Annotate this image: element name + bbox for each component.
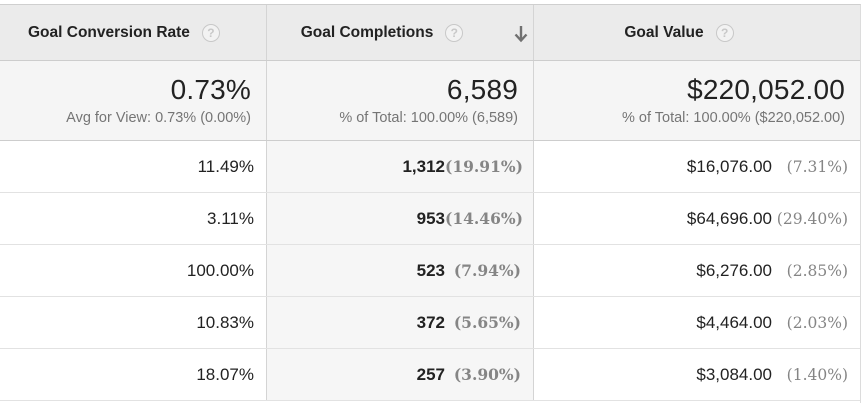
completions-value: 257 (416, 364, 445, 384)
summary-cell-rate: 0.73% Avg for View: 0.73% (0.00%) (0, 61, 267, 140)
summary-row: 0.73% Avg for View: 0.73% (0.00%) 6,589 … (0, 61, 860, 141)
cell-completions: 523 (7.94%) (267, 245, 534, 296)
value-amount: $4,464.00 (696, 312, 772, 332)
header-goal-conversion-rate[interactable]: Goal Conversion Rate ? (0, 5, 267, 60)
completions-value: 523 (416, 260, 445, 280)
value-percent: (7.31%) (786, 157, 848, 176)
completions-value: 372 (416, 312, 445, 332)
cell-completions: 1,312 (19.91%) (267, 141, 534, 192)
cell-rate: 3.11% (0, 193, 267, 244)
completions-value: 1,312 (402, 156, 445, 176)
completions-percent: (3.90%) (453, 365, 521, 384)
value-percent: (1.40%) (786, 365, 848, 384)
cell-completions: 257 (3.90%) (267, 349, 534, 400)
cell-value: $4,464.00 (2.03%) (534, 297, 860, 348)
value-percent: (29.40%) (776, 209, 848, 228)
cell-value: $3,084.00 (1.40%) (534, 349, 860, 400)
summary-value: 6,589 (446, 74, 518, 106)
value-amount: $3,084.00 (696, 364, 772, 384)
completions-percent: (7.94%) (453, 261, 521, 280)
cell-rate: 18.07% (0, 349, 267, 400)
value-amount: $6,276.00 (696, 260, 772, 280)
summary-subtext: % of Total: 100.00% ($220,052.00) (621, 109, 845, 126)
cell-value: $16,076.00 (7.31%) (534, 141, 860, 192)
value-amount: $64,696.00 (686, 208, 772, 228)
help-icon[interactable]: ? (201, 23, 220, 42)
header-label: Goal Value (624, 23, 704, 41)
completions-percent: (19.91%) (445, 157, 523, 176)
completions-value: 953 (416, 208, 445, 228)
header-goal-completions[interactable]: Goal Completions ? (267, 5, 534, 60)
table-row: 18.07% 257 (3.90%) $3,084.00 (1.40%) (0, 349, 860, 401)
header-label: Goal Completions (300, 23, 434, 41)
cell-completions: 953 (14.46%) (267, 193, 534, 244)
table-header-row: Goal Conversion Rate ? Goal Completions … (0, 5, 860, 61)
cell-rate: 11.49% (0, 141, 267, 192)
cell-value: $6,276.00 (2.85%) (534, 245, 860, 296)
value-percent: (2.85%) (786, 261, 848, 280)
cell-completions: 372 (5.65%) (267, 297, 534, 348)
table-row: 10.83% 372 (5.65%) $4,464.00 (2.03%) (0, 297, 860, 349)
summary-cell-value: $220,052.00 % of Total: 100.00% ($220,05… (534, 61, 860, 140)
summary-value: $220,052.00 (687, 74, 845, 106)
summary-cell-completions: 6,589 % of Total: 100.00% (6,589) (267, 61, 534, 140)
arrow-down-icon[interactable] (514, 25, 528, 43)
table-row: 11.49% 1,312 (19.91%) $16,076.00 (7.31%) (0, 141, 860, 193)
help-icon[interactable]: ? (445, 23, 464, 42)
cell-value: $64,696.00 (29.40%) (534, 193, 860, 244)
header-label: Goal Conversion Rate (28, 23, 190, 41)
table-row: 3.11% 953 (14.46%) $64,696.00 (29.40%) (0, 193, 860, 245)
completions-percent: (5.65%) (453, 313, 521, 332)
summary-subtext: % of Total: 100.00% (6,589) (339, 109, 518, 126)
goal-metrics-table: Goal Conversion Rate ? Goal Completions … (0, 4, 861, 403)
help-icon[interactable]: ? (715, 23, 734, 42)
cell-rate: 10.83% (0, 297, 267, 348)
header-goal-value[interactable]: Goal Value ? (534, 5, 860, 60)
completions-percent: (14.46%) (445, 209, 523, 228)
value-amount: $16,076.00 (686, 156, 772, 176)
cell-rate: 100.00% (0, 245, 267, 296)
summary-subtext: Avg for View: 0.73% (0.00%) (66, 109, 251, 126)
table-row: 100.00% 523 (7.94%) $6,276.00 (2.85%) (0, 245, 860, 297)
value-percent: (2.03%) (786, 313, 848, 332)
summary-value: 0.73% (170, 74, 251, 106)
